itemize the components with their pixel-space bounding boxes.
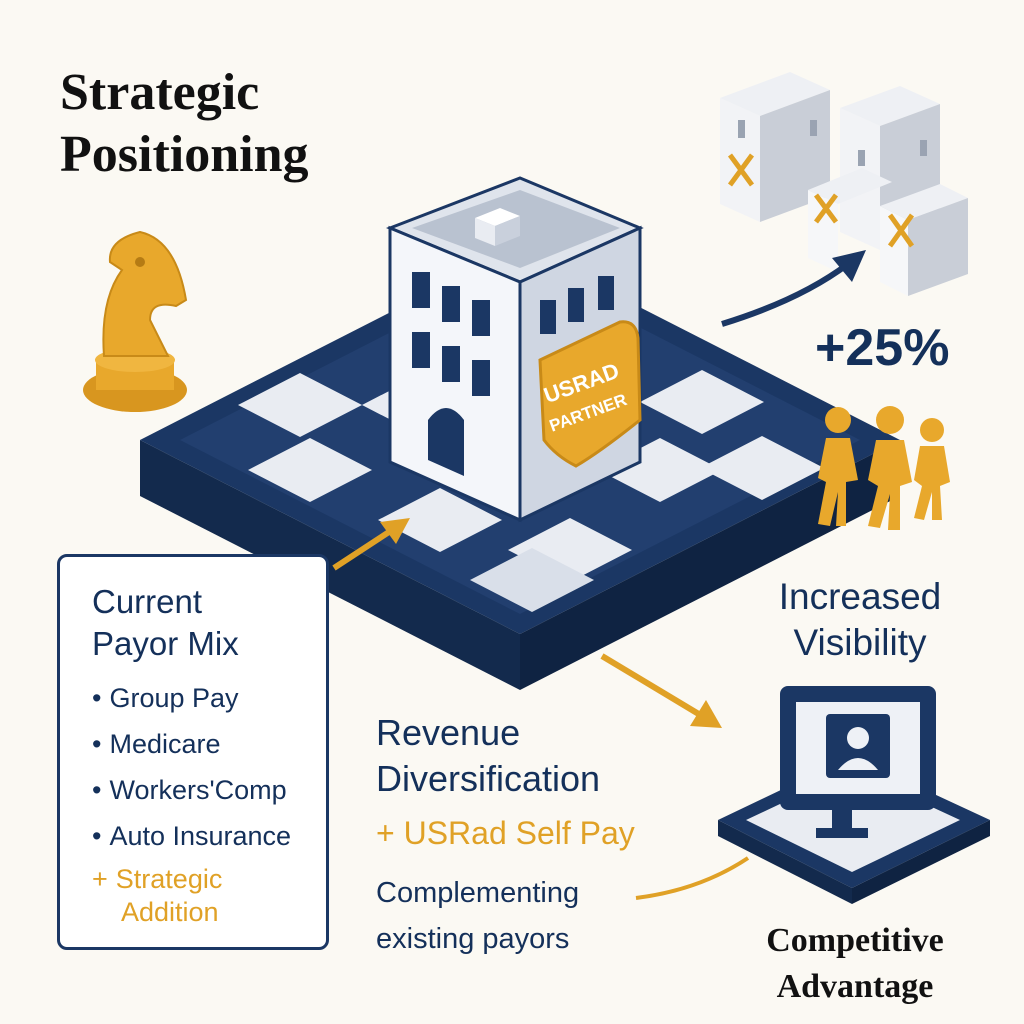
self-pay-label: + USRad Self Pay — [376, 815, 635, 852]
visibility-label: Increased Visibility — [740, 574, 980, 666]
advantage-line1: Competitive — [766, 922, 944, 959]
note-line1: Complementing — [376, 877, 580, 909]
list-item: • Group Pay — [92, 675, 326, 721]
self-pay-text: USRad Self Pay — [403, 815, 635, 851]
payor-mix-card: Current Payor Mix • Group Pay • Medicare •… — [57, 554, 329, 950]
payor-item-label: Auto Insurance — [109, 821, 292, 851]
advantage-arrow-icon — [600, 653, 722, 728]
title-line1: Strategic — [60, 64, 260, 121]
revenue-title: Revenue Diversification — [376, 710, 600, 802]
revenue-title-line2: Diversification — [376, 758, 601, 799]
plus-icon: + — [376, 815, 404, 851]
bullet-icon: • — [92, 821, 102, 851]
payor-mix-title-line2: Payor Mix — [92, 625, 239, 662]
payor-arrow-icon — [332, 518, 410, 571]
list-item: • Workers'Comp — [92, 767, 326, 813]
plus-icon: + — [92, 864, 108, 894]
addition-line2: Addition — [121, 897, 219, 927]
building-icon — [385, 176, 644, 523]
chess-knight-icon — [83, 230, 188, 412]
payor-item-label: Workers'Comp — [109, 775, 287, 805]
connector-curve — [635, 856, 750, 900]
payor-list: • Group Pay • Medicare • Workers'Comp • Auto… — [92, 675, 326, 929]
advantage-label: Competitive Advantage — [740, 918, 970, 1010]
visibility-line2: Visibility — [793, 622, 927, 663]
growth-arrow-icon — [721, 250, 866, 327]
payor-mix-title-line1: Current — [92, 583, 203, 620]
bullet-icon: • — [92, 775, 102, 805]
complement-note: Complementing existing payors — [376, 870, 579, 962]
strategic-addition-item: + Strategic Addition — [92, 863, 326, 929]
chessboard — [140, 246, 900, 690]
payor-mix-title: Current Payor Mix — [92, 581, 326, 665]
list-item: • Auto Insurance — [92, 813, 326, 859]
competitor-buildings-icon — [720, 72, 968, 296]
people-icon — [818, 406, 950, 530]
monitor-user-icon — [718, 686, 990, 904]
addition-line1: Strategic — [115, 864, 223, 894]
note-line2: existing payors — [376, 923, 570, 955]
growth-value: +25% — [815, 319, 950, 377]
payor-item-label: Group Pay — [109, 683, 239, 713]
revenue-title-line1: Revenue — [376, 712, 521, 753]
title-line2: Positioning — [60, 126, 309, 183]
usrad-partner-badge: USRAD PARTNER — [538, 320, 642, 468]
bullet-icon: • — [92, 683, 102, 713]
page-title: Strategic Positioning — [60, 62, 309, 186]
visibility-line1: Increased — [778, 576, 942, 617]
list-item: • Medicare — [92, 721, 326, 767]
bullet-icon: • — [92, 729, 102, 759]
payor-item-label: Medicare — [109, 729, 221, 759]
advantage-line2: Advantage — [776, 968, 934, 1005]
